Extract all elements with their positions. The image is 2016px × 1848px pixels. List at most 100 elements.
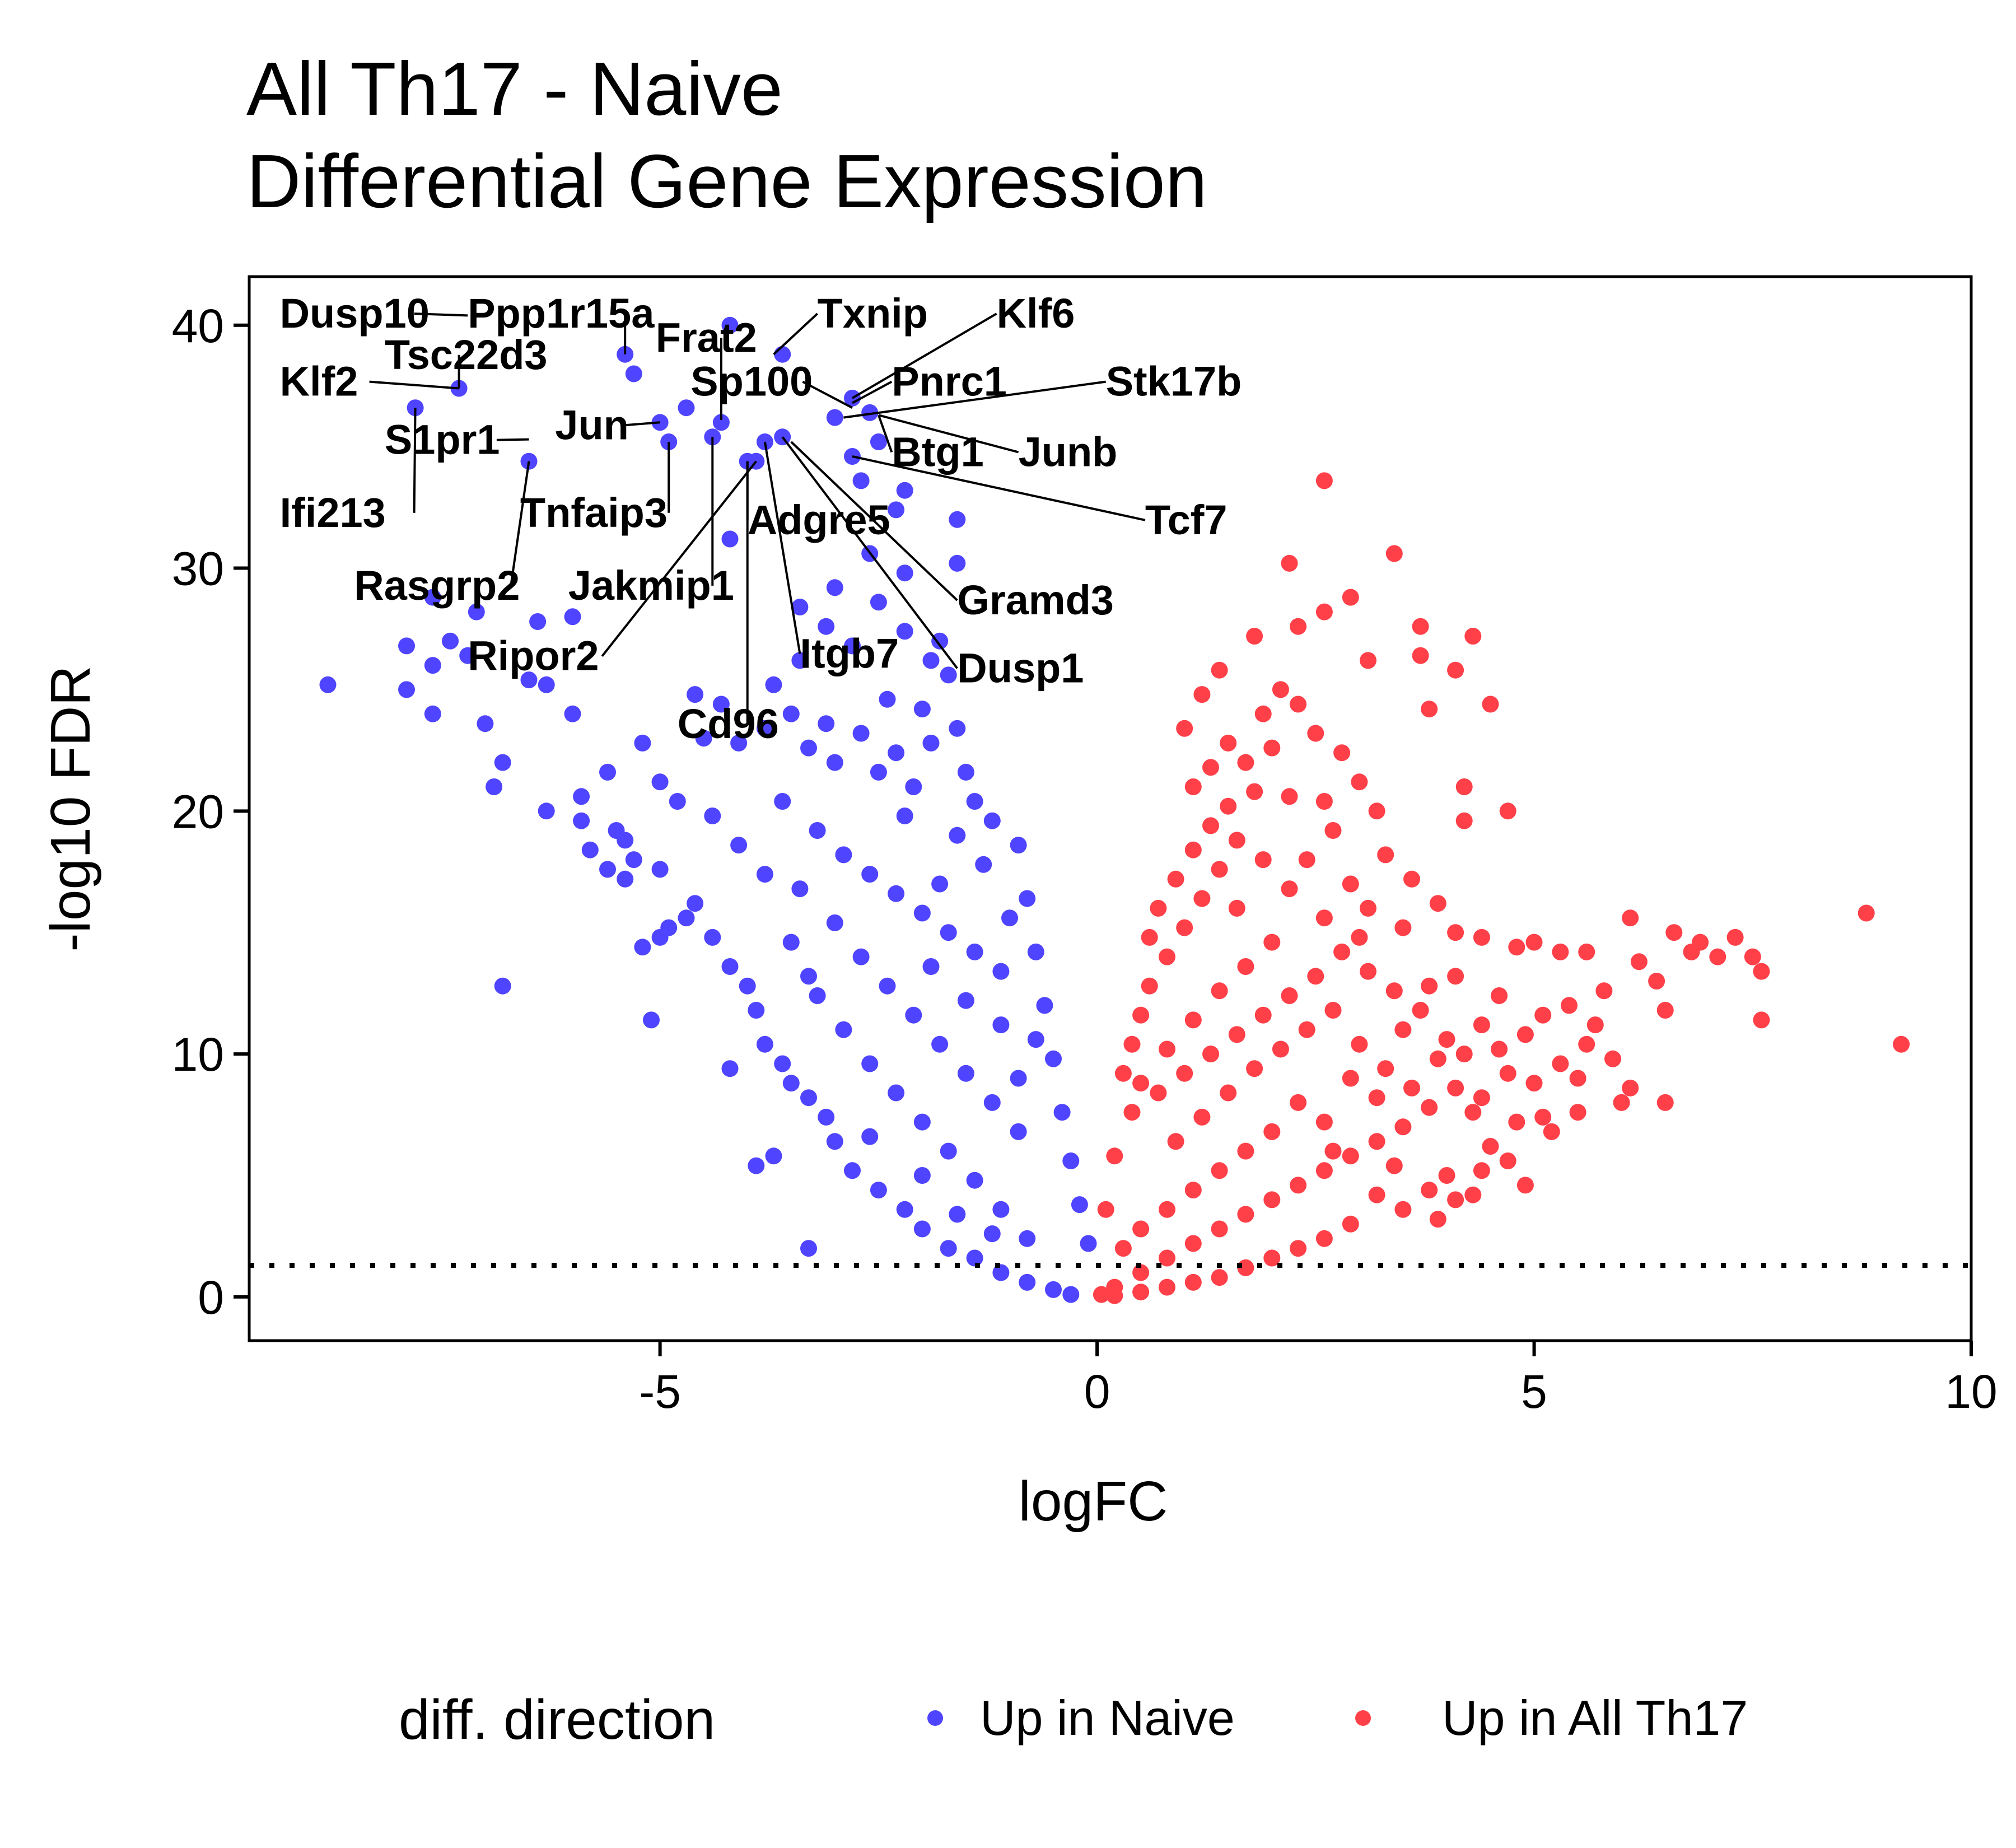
data-point — [651, 773, 669, 791]
data-point — [1307, 725, 1324, 742]
data-point — [1464, 1104, 1482, 1121]
data-point — [599, 861, 616, 878]
data-point — [581, 841, 599, 858]
data-point — [1211, 861, 1228, 878]
data-point — [1053, 1104, 1071, 1121]
label-leader-line — [601, 460, 757, 657]
data-point — [1290, 1094, 1307, 1111]
legend-label-up-in-all-th17: Up in All Th17 — [1442, 1690, 1748, 1746]
gene-label: Frat2 — [656, 315, 757, 361]
data-point — [1263, 1191, 1281, 1208]
data-point — [1080, 1235, 1097, 1252]
data-point — [896, 482, 913, 499]
data-point — [1552, 1055, 1569, 1072]
data-point — [1193, 890, 1211, 907]
legend-title: diff. direction — [399, 1688, 715, 1751]
data-point — [1351, 928, 1368, 946]
data-point — [852, 472, 870, 489]
data-point — [1237, 1142, 1254, 1160]
data-point — [1315, 1230, 1333, 1247]
data-point — [748, 1002, 765, 1019]
data-point — [913, 1113, 931, 1131]
data-point — [1184, 1273, 1202, 1291]
data-point — [1499, 1065, 1516, 1082]
data-point — [1893, 1035, 1910, 1053]
data-point — [1001, 909, 1018, 927]
data-point — [782, 1075, 800, 1092]
data-point — [888, 501, 905, 519]
gene-label: Klf6 — [997, 290, 1075, 337]
data-point — [1665, 924, 1683, 941]
label-leader-line — [802, 380, 853, 409]
data-point — [678, 909, 695, 927]
data-point — [1324, 1002, 1342, 1019]
data-point — [983, 1094, 1001, 1111]
data-point — [398, 637, 415, 655]
data-point — [1062, 1152, 1080, 1169]
data-point — [1447, 661, 1464, 679]
data-point — [949, 554, 966, 572]
data-point — [1753, 1011, 1770, 1029]
data-point — [1394, 1118, 1412, 1136]
data-point — [1595, 982, 1613, 1000]
data-point — [1132, 1220, 1150, 1238]
data-point — [494, 754, 511, 771]
gene-labels: Dusp10 Ppp1r15a Txnip Klf6 Frat2 Tsc22d3 Sp100… — [280, 290, 1242, 747]
data-point — [756, 720, 773, 737]
data-point — [1298, 851, 1315, 869]
data-point — [1385, 982, 1403, 1000]
gene-label: Tnfaip3 — [520, 489, 668, 536]
data-point — [1237, 1206, 1254, 1223]
data-point — [1464, 1186, 1482, 1203]
data-point — [1394, 919, 1412, 936]
data-point — [870, 1182, 887, 1199]
data-point — [791, 599, 809, 615]
data-point — [1211, 982, 1228, 1000]
data-point — [1508, 1113, 1525, 1131]
data-point — [931, 875, 949, 893]
data-point — [1176, 919, 1193, 936]
data-point — [669, 793, 686, 810]
data-point — [966, 1172, 983, 1189]
data-point — [1421, 1099, 1438, 1116]
data-point — [1036, 997, 1053, 1014]
data-point — [1324, 1142, 1342, 1160]
y-tick-label: 40 — [172, 300, 224, 352]
data-point — [712, 414, 730, 431]
label-leader-line — [843, 380, 1106, 419]
data-point — [1027, 943, 1044, 960]
data-point — [1019, 1273, 1036, 1291]
data-point — [1421, 1182, 1438, 1199]
data-point — [1377, 846, 1394, 864]
data-point — [617, 870, 634, 888]
data-point — [852, 948, 870, 965]
data-point — [424, 589, 441, 606]
data-point — [1027, 1031, 1044, 1048]
data-point — [721, 316, 739, 334]
data-point — [573, 788, 590, 805]
label-leader-line — [413, 408, 417, 513]
data-point — [1315, 793, 1333, 810]
data-point — [1202, 759, 1219, 776]
data-point — [1211, 1162, 1228, 1179]
data-point — [949, 1206, 966, 1223]
data-point — [1254, 851, 1272, 869]
gene-label: Adgre5 — [748, 497, 890, 543]
data-point — [800, 1240, 817, 1257]
data-point — [1184, 1235, 1202, 1252]
data-point — [398, 681, 415, 698]
data-point — [1473, 1089, 1490, 1107]
data-point — [625, 851, 642, 869]
series-up-in-all-th17 — [1093, 472, 1910, 1304]
data-point — [800, 1089, 817, 1107]
data-point — [1246, 783, 1263, 800]
data-point — [739, 977, 756, 995]
label-leader-line — [851, 312, 997, 399]
data-point — [1184, 841, 1202, 858]
gene-label: S1pr1 — [385, 417, 500, 463]
data-point — [1464, 628, 1482, 645]
legend-label-up-in-naive: Up in Naive — [980, 1690, 1235, 1746]
data-point — [992, 1264, 1010, 1281]
data-point — [809, 987, 826, 1004]
data-point — [1447, 1191, 1464, 1208]
